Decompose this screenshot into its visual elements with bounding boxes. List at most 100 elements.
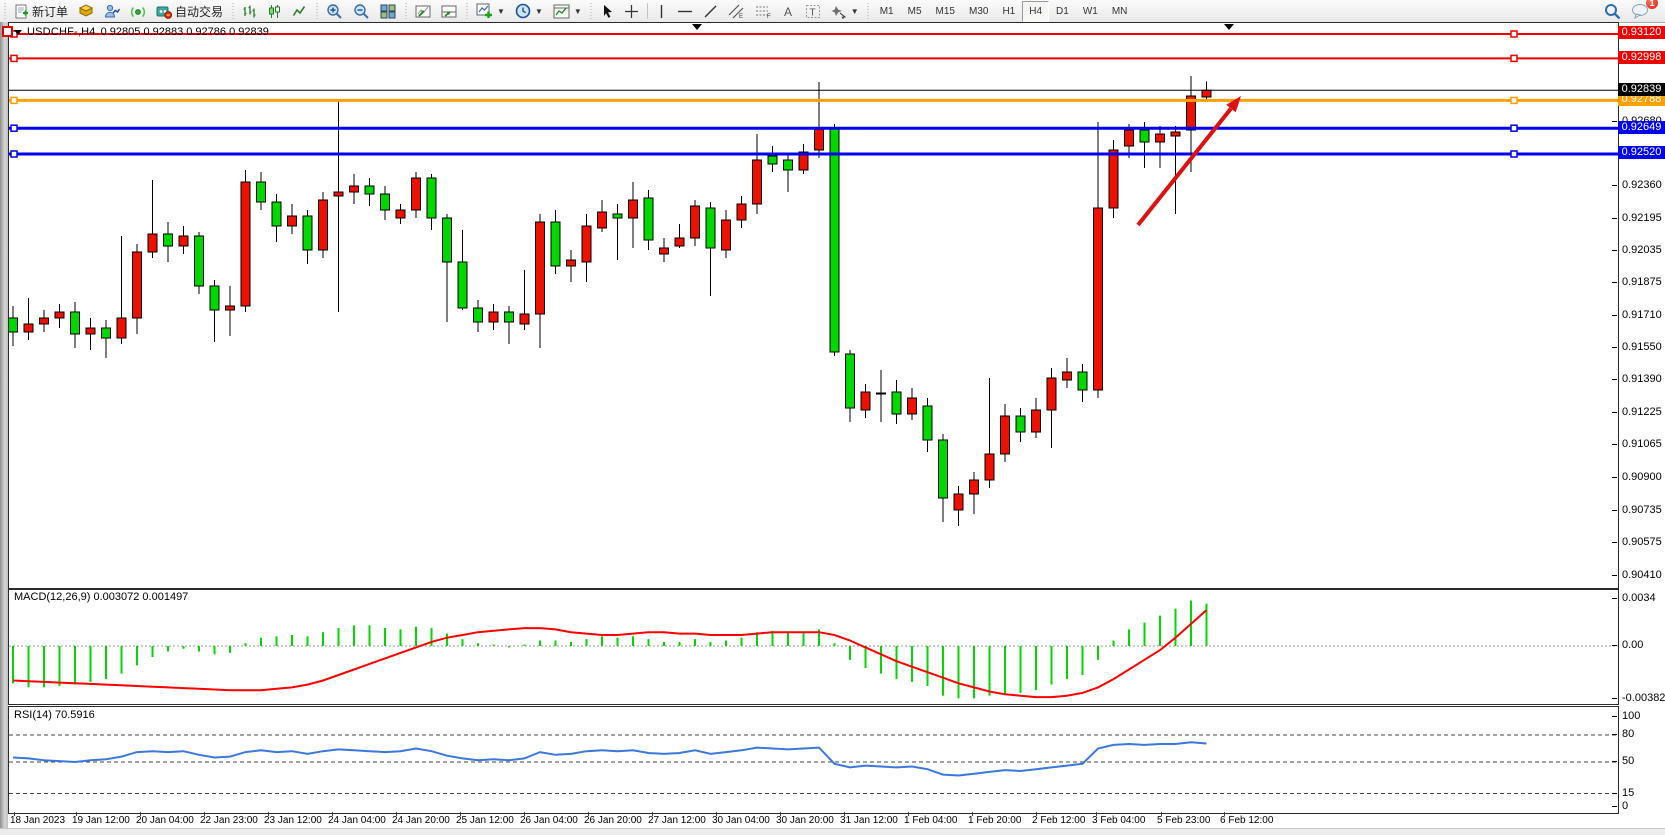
time-tick	[780, 812, 781, 816]
line-handle[interactable]	[10, 150, 18, 158]
search-button[interactable]	[1599, 0, 1626, 22]
time-label: 23 Jan 12:00	[264, 815, 322, 826]
horizontal-line-tool-button[interactable]	[672, 0, 698, 22]
crosshair-tool-button[interactable]	[619, 0, 644, 22]
svg-text:F: F	[767, 14, 771, 19]
vertical-line-tool-button[interactable]	[651, 0, 672, 22]
price-tick-label: 0.91875	[1622, 276, 1662, 288]
chat-balloon-icon	[1632, 4, 1648, 19]
text-icon: A	[784, 5, 792, 19]
time-tick	[1224, 812, 1225, 816]
chart-menu-triangle-icon[interactable]	[14, 29, 22, 35]
auto-trading-button[interactable]: 自动交易	[151, 0, 228, 22]
period-marker-triangle	[1224, 24, 1234, 30]
line-handle[interactable]	[10, 96, 18, 105]
cursor-tool-button[interactable]	[596, 0, 619, 22]
timeframe-button-M5[interactable]: M5	[907, 5, 922, 17]
notifications-button[interactable]: 1	[1626, 0, 1658, 22]
horizontal-line-icon	[677, 10, 692, 12]
zoom-in-button[interactable]	[321, 0, 348, 22]
toolbar-grip[interactable]	[314, 3, 320, 19]
toolbar-grip[interactable]	[588, 3, 594, 19]
indicator-window-button[interactable]	[410, 0, 436, 22]
fibonacci-tool-button[interactable]: F	[750, 0, 777, 22]
period-button[interactable]: ▼	[510, 0, 548, 22]
auto-trading-icon	[156, 6, 173, 19]
timeframe-button-M1[interactable]: M1	[879, 5, 894, 17]
template-button[interactable]: ▼	[548, 0, 587, 22]
shapes-tool-button[interactable]: ▼	[826, 0, 864, 22]
time-label: 30 Jan 20:00	[776, 815, 834, 826]
time-label: 24 Jan 04:00	[328, 815, 386, 826]
line-handle[interactable]	[1510, 96, 1518, 105]
search-icon	[1605, 4, 1621, 19]
macd-signal-line	[12, 609, 1208, 699]
signals-button[interactable]	[125, 0, 151, 22]
time-label: 24 Jan 20:00	[392, 815, 450, 826]
candlestick-type-button[interactable]	[262, 0, 287, 22]
horizontal-line-0.92520[interactable]	[9, 150, 1618, 158]
add-indicator-button[interactable]: ▼	[471, 0, 510, 22]
timeframe-button-H4[interactable]: H4	[1022, 0, 1050, 22]
axis-tick	[1612, 477, 1617, 478]
main-chart-panel[interactable]	[8, 22, 1619, 589]
toolbar-grip[interactable]	[865, 3, 871, 19]
toolbar-grip[interactable]	[464, 3, 470, 19]
line-handle[interactable]	[1510, 124, 1518, 132]
macd-panel[interactable]	[8, 589, 1619, 705]
axis-tick	[1612, 806, 1617, 807]
horizontal-line-0.92788[interactable]	[9, 96, 1618, 105]
timeframe-button-MN[interactable]: MN	[1111, 5, 1128, 17]
price-level-badge: 0.92649	[1618, 121, 1665, 134]
text-tool-button[interactable]: A	[777, 0, 800, 22]
timeframe-button-D1[interactable]: D1	[1056, 5, 1069, 17]
axis-tick	[1612, 698, 1617, 699]
trend-arrow[interactable]	[1136, 96, 1241, 227]
crosshair-icon	[624, 4, 638, 18]
bar-chart-type-button[interactable]	[237, 0, 262, 22]
label-icon: T	[805, 4, 820, 18]
tile-windows-button[interactable]	[375, 0, 401, 22]
time-label: 27 Jan 12:00	[648, 815, 706, 826]
line-handle[interactable]	[10, 54, 18, 63]
svg-text:T: T	[809, 7, 815, 18]
horizontal-line-0.92998[interactable]	[9, 54, 1618, 63]
line-handle[interactable]	[1510, 54, 1518, 63]
toolbar-grip[interactable]	[2, 3, 7, 19]
new-order-button[interactable]: 新订单	[9, 0, 73, 22]
add-indicator-icon	[476, 3, 493, 18]
line-handle[interactable]	[1510, 30, 1518, 38]
history-button[interactable]	[73, 0, 99, 22]
toolbar-grip[interactable]	[403, 3, 409, 19]
channel-tool-button[interactable]: E	[723, 0, 750, 22]
time-label: 1 Feb 04:00	[904, 815, 958, 826]
time-tick	[1036, 812, 1037, 816]
timeframe-button-M15[interactable]: M15	[935, 5, 955, 17]
chart-title-row: USDCHF-,H4 0.92805 0.92883 0.92786 0.928…	[14, 26, 269, 38]
toolbar-grip[interactable]	[230, 3, 236, 19]
market-button[interactable]	[99, 0, 125, 22]
line-chart-type-button[interactable]	[287, 0, 312, 22]
rsi-axis-label: 15	[1622, 787, 1635, 799]
line-handle[interactable]	[1510, 150, 1518, 158]
horizontal-line-0.92649[interactable]	[9, 124, 1618, 132]
trendline-tool-button[interactable]	[698, 0, 723, 22]
timeframe-button-W1[interactable]: W1	[1082, 5, 1098, 17]
line-handle[interactable]	[10, 124, 18, 132]
zoom-out-button[interactable]	[348, 0, 375, 22]
indicator-subwindow-button[interactable]	[436, 0, 462, 22]
rsi-panel[interactable]	[8, 706, 1619, 814]
macd-axis-label: -0.00382	[1622, 692, 1665, 704]
tile-windows-icon	[380, 4, 396, 18]
axis-tick	[1612, 379, 1617, 380]
timeframe-button-H1[interactable]: H1	[1002, 5, 1016, 17]
line-handle[interactable]	[2, 26, 13, 37]
label-tool-button[interactable]: T	[800, 0, 826, 22]
axis-tick	[1612, 761, 1617, 762]
timeframe-button-M30[interactable]: M30	[968, 5, 989, 17]
window-left-edge	[0, 22, 8, 828]
zoom-in-icon	[327, 4, 342, 19]
current-price-badge: 0.92839	[1618, 83, 1665, 96]
axis-tick	[1612, 185, 1617, 186]
